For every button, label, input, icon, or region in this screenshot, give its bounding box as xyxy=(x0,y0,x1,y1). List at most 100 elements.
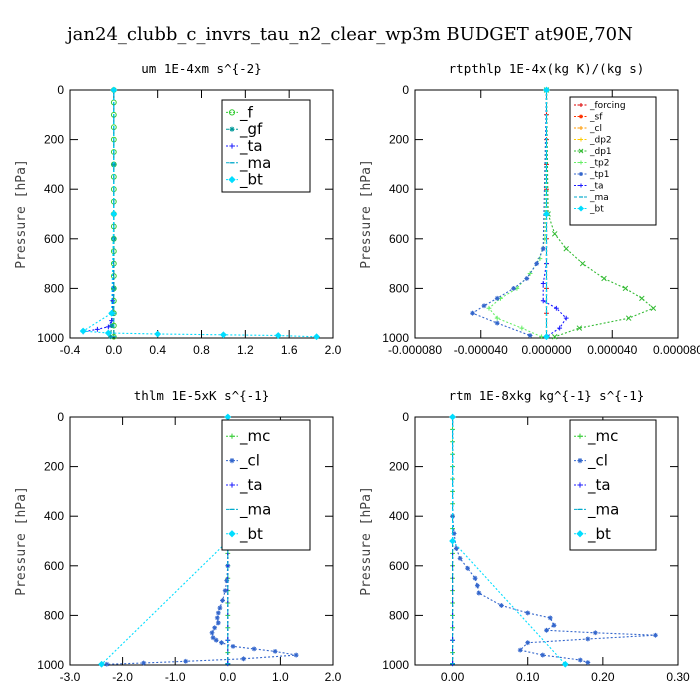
data-point xyxy=(563,315,569,321)
data-point xyxy=(79,327,87,335)
legend-box xyxy=(569,96,657,226)
legend-entry: _bt xyxy=(587,525,611,544)
series-group xyxy=(79,86,320,341)
data-point xyxy=(470,310,475,316)
y-tick-label: 400 xyxy=(389,182,409,196)
data-point xyxy=(110,86,118,94)
x-tick-label: 0.0 xyxy=(219,670,236,684)
series-line-tp1 xyxy=(471,89,548,337)
data-point xyxy=(219,331,227,339)
data-point xyxy=(449,413,456,421)
y-axis-label: Pressure [hPa] xyxy=(359,159,374,269)
data-point xyxy=(543,86,550,94)
legend-entry: _ta xyxy=(587,476,611,495)
data-point xyxy=(108,309,116,317)
legend-entry: _cl xyxy=(239,452,260,471)
y-tick-label: 1000 xyxy=(382,658,409,672)
data-point xyxy=(474,583,480,589)
data-point xyxy=(601,275,607,282)
figure-supertitle: jan24_clubb_c_invrs_tau_n2_clear_wp3m BU… xyxy=(65,24,633,45)
data-point xyxy=(585,636,591,642)
data-point xyxy=(486,305,492,311)
legend-marker xyxy=(577,205,585,212)
legend-entry: _bt xyxy=(239,171,263,190)
y-tick-label: 400 xyxy=(389,509,409,523)
y-tick-label: 600 xyxy=(44,232,64,246)
panel-title: rtm 1E-8xkg kg^{-1} s^{-1} xyxy=(449,388,645,403)
legend-entry: _cl xyxy=(587,452,608,471)
series-line-cl xyxy=(452,417,656,664)
legend-entry: _mc xyxy=(239,427,270,446)
x-tick-label: -2.0 xyxy=(112,670,133,684)
data-point xyxy=(527,333,533,338)
x-tick-label: 1.0 xyxy=(272,670,289,684)
data-point xyxy=(551,622,557,628)
x-tick-label: 0.20 xyxy=(591,670,615,684)
data-point xyxy=(551,231,558,237)
data-point xyxy=(215,620,221,626)
y-tick-label: 200 xyxy=(389,133,409,147)
x-tick-label: 0.000000 xyxy=(521,343,571,357)
data-point xyxy=(105,324,111,330)
y-tick-label: 600 xyxy=(44,559,64,573)
data-point xyxy=(217,605,223,611)
data-point xyxy=(543,333,550,341)
data-point xyxy=(313,333,320,341)
legend: _mc _cl _ta _ma _bt xyxy=(569,419,657,551)
y-tick-label: 1000 xyxy=(382,331,409,345)
data-point xyxy=(465,565,470,571)
data-point xyxy=(224,578,230,584)
data-point xyxy=(104,329,112,337)
legend-box xyxy=(569,419,657,551)
panel-1: um 1E-4xm s^{-2} Pressure [hPa] -0.4 0.0 0.4… xyxy=(14,61,342,357)
data-point xyxy=(639,295,645,302)
series-line-ta xyxy=(83,90,115,333)
data-point xyxy=(540,298,546,304)
data-point xyxy=(272,648,278,654)
y-tick-label: 600 xyxy=(389,559,409,573)
data-point xyxy=(110,298,116,304)
panel-title: thlm 1E-5xK s^{-1} xyxy=(134,388,269,403)
legend-marker xyxy=(579,114,583,119)
data-point xyxy=(577,657,583,663)
data-point xyxy=(154,330,162,338)
x-tick-label: -0.000040 xyxy=(454,343,508,357)
plot-frame xyxy=(69,416,334,666)
x-tick-label: 0.10 xyxy=(516,670,540,684)
x-tick-label: 0.4 xyxy=(149,343,166,357)
data-point xyxy=(108,334,113,340)
x-tick-label: 0.00 xyxy=(441,670,465,684)
data-point xyxy=(453,546,459,551)
legend-entry: _ma xyxy=(587,500,619,519)
legend-entry: _dp1 xyxy=(589,147,612,157)
data-point xyxy=(551,334,558,340)
data-point xyxy=(494,315,500,321)
legend-entry: _ta xyxy=(589,182,604,192)
y-tick-label: 600 xyxy=(389,232,409,246)
data-point xyxy=(104,661,110,667)
y-tick-label: 400 xyxy=(44,182,64,196)
data-point xyxy=(183,658,189,664)
legend-marker xyxy=(577,458,583,464)
data-point xyxy=(219,640,224,646)
y-tick-label: 200 xyxy=(389,460,409,474)
data-point xyxy=(98,660,105,668)
legend-entry: _dp2 xyxy=(589,136,612,146)
data-point xyxy=(540,246,546,252)
y-tick-label: 800 xyxy=(389,608,409,622)
data-point xyxy=(457,555,463,561)
x-tick-label: 0.0 xyxy=(105,343,122,357)
x-tick-label: -1.0 xyxy=(165,670,186,684)
data-point xyxy=(94,326,100,332)
legend-marker xyxy=(579,160,583,165)
legend-entry: _ma xyxy=(239,154,271,173)
x-tick-label: 0.8 xyxy=(193,343,210,357)
legend-box xyxy=(221,99,311,193)
x-tick-label: 0.000080 xyxy=(653,343,700,357)
legend: _forcing _sf_cl _dp2_dp1 _tp2_tp1 _ta_ma _bt xyxy=(569,96,657,226)
legend-entry: _tp2 xyxy=(589,159,609,169)
panel-title: um 1E-4xm s^{-2} xyxy=(141,61,261,76)
legend-marker xyxy=(229,126,235,132)
y-axis-label: Pressure [hPa] xyxy=(14,159,29,269)
